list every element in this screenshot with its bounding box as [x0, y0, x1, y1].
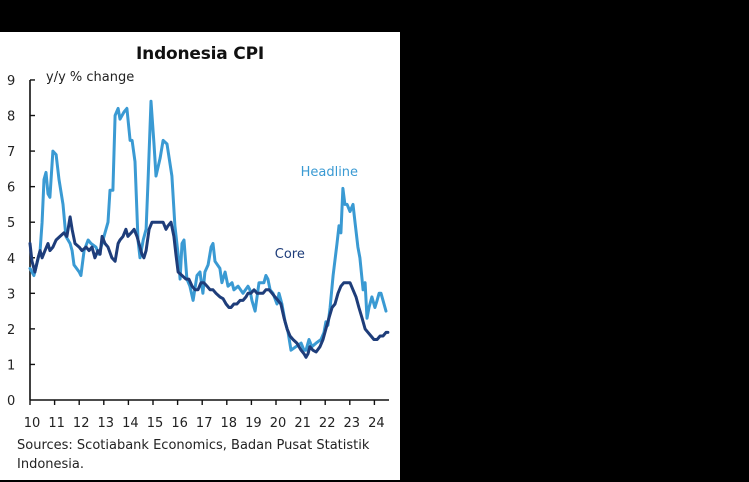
y-tick-label: 9 — [7, 74, 15, 89]
x-tick-label: 11 — [48, 416, 65, 431]
y-tick-label: 5 — [7, 216, 15, 231]
x-tick-label: 17 — [196, 416, 213, 431]
x-tick-label: 13 — [98, 416, 115, 431]
x-tick-label: 15 — [147, 416, 164, 431]
y-tick-label: 1 — [7, 358, 15, 373]
series-line-headline — [28, 99, 388, 352]
y-axis-label: y/y % change — [46, 70, 135, 85]
x-tick-label: 24 — [368, 416, 385, 431]
x-tick-label: 20 — [270, 416, 287, 431]
source-note: Sources: Scotiabank Economics, Badan Pus… — [17, 438, 370, 472]
x-tick-label: 14 — [122, 416, 139, 431]
x-tick-label: 18 — [221, 416, 238, 431]
y-tick-label: 0 — [7, 394, 15, 409]
x-tick-label: 21 — [294, 416, 311, 431]
series-labels: Headline Core — [275, 165, 358, 262]
y-tick-label: 4 — [7, 252, 15, 267]
y-tick-label: 8 — [7, 110, 15, 125]
y-tick-label: 2 — [7, 323, 15, 338]
x-tick-label: 23 — [344, 416, 361, 431]
chart-title: Indonesia CPI — [136, 44, 264, 64]
x-tick-label: 10 — [24, 416, 41, 431]
series-label-core: Core — [275, 247, 305, 262]
x-tick-label: 19 — [245, 416, 262, 431]
x-tick-label: 12 — [73, 416, 90, 431]
series-lines — [28, 99, 390, 359]
y-tick-label: 6 — [7, 181, 15, 196]
y-tick-label: 3 — [7, 287, 15, 302]
y-tick-label: 7 — [7, 145, 15, 160]
x-tick-label: 16 — [171, 416, 188, 431]
series-line-core — [28, 215, 390, 359]
x-tick-label: 22 — [319, 416, 336, 431]
chart-panel — [0, 32, 400, 480]
series-label-headline: Headline — [301, 165, 358, 180]
